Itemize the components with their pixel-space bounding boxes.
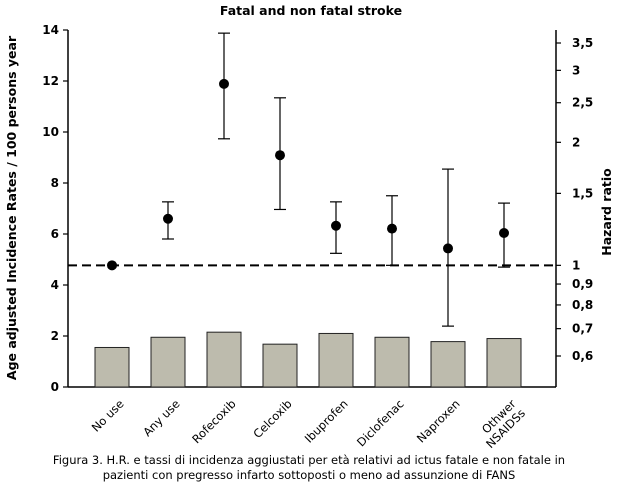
category-label: Any use (140, 397, 182, 439)
left-tick-label: 6 (51, 227, 59, 241)
bar (318, 332, 354, 388)
hazard-ratio-point (499, 227, 509, 238)
left-tick-label: 12 (42, 74, 59, 88)
caption-line-1: Figura 3. H.R. e tassi di incidenza aggi… (52, 453, 566, 467)
bar (262, 343, 298, 388)
category-label: Ibuprofen (302, 397, 351, 446)
category-label: Naproxen (414, 397, 463, 446)
category-label: No use (89, 397, 127, 435)
left-tick-label: 14 (42, 23, 59, 37)
hazard-ratio-point (275, 150, 285, 161)
right-tick-label: 1 (572, 258, 580, 272)
right-tick-label: 3 (572, 63, 580, 77)
chart-title: Fatal and non fatal stroke (220, 3, 402, 18)
hazard-ratio-point (443, 243, 453, 254)
right-tick-label: 0,9 (572, 277, 593, 291)
right-tick-label: 0,6 (572, 349, 593, 363)
plot-area: 0 2 4 6 8 10 12 14 0,6 0,7 0,8 0,9 1 1,5 2 2,5 3 3,5 No us… (42, 23, 593, 450)
right-tick-label: 2 (572, 135, 580, 149)
right-tick-label: 0,7 (572, 322, 593, 336)
bar (374, 336, 410, 388)
bar (486, 338, 522, 388)
caption-line-2: pazienti con pregresso infarto sottopost… (102, 468, 516, 482)
figure-caption: Figura 3. H.R. e tassi di incidenza aggi… (0, 453, 618, 483)
hazard-ratio-point (387, 223, 397, 234)
category-label: Rofecoxib (189, 397, 238, 446)
bar (430, 341, 466, 388)
bar (94, 346, 130, 388)
hazard-ratio-point (331, 220, 341, 231)
left-tick-label: 8 (51, 176, 59, 190)
bar (150, 336, 186, 388)
bar (206, 331, 242, 388)
left-tick-label: 0 (51, 380, 59, 394)
hazard-ratio-point (163, 213, 173, 224)
hazard-ratio-point (107, 260, 117, 271)
category-label: Celcoxib (250, 397, 294, 441)
category-label: OthwerNSAIDSs (474, 397, 528, 450)
left-tick-label: 2 (51, 329, 59, 343)
left-tick-label: 10 (42, 125, 59, 139)
hazard-ratio-point (219, 78, 229, 89)
left-tick-label: 4 (51, 278, 59, 292)
right-tick-label: 0,8 (572, 298, 593, 312)
right-tick-label: 3,5 (572, 36, 593, 50)
category-label: Diclofenac (354, 397, 407, 450)
right-axis-title: Hazard ratio (599, 168, 614, 256)
left-axis-title: Age adjusted Incidence Rates / 100 perso… (4, 35, 19, 380)
chart: Fatal and non fatal stroke Age adjusted … (4, 3, 614, 450)
right-tick-label: 1,5 (572, 186, 593, 200)
right-tick-label: 2,5 (572, 96, 593, 110)
